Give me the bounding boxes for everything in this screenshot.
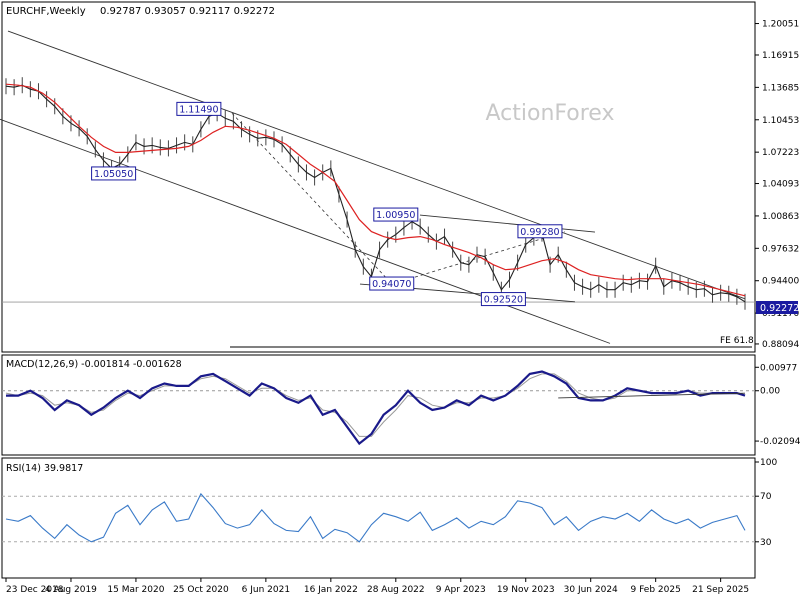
annotation-box	[369, 276, 415, 291]
x-tick-label: 9 Apr 2023	[436, 585, 486, 595]
annotation-box	[373, 207, 419, 222]
price-axis: 1.20051 1.16915 1.13685 1.10453 1.07223 1.040…	[2, 20, 799, 350]
series-lines	[5, 83, 746, 303]
macd-panel-frame	[1, 354, 756, 456]
x-tick-label: 25 Oct 2020	[173, 585, 229, 595]
annotation-box	[480, 292, 526, 307]
rsi-panel-frame	[1, 457, 756, 579]
rsi-tick-label: 30	[760, 538, 772, 548]
series-line-ma	[5, 83, 746, 297]
annotation-box	[91, 166, 137, 181]
x-tick-label: 23 Dec 2018	[6, 585, 64, 595]
x-tick-label: 4 Aug 2019	[45, 585, 97, 595]
annotation-label: 1.11490	[179, 104, 218, 115]
rsi-label: RSI(14) 39.9817	[6, 463, 83, 474]
price-tick-label: 0.88094	[762, 340, 799, 350]
last-price-label: 0.92272	[760, 303, 799, 314]
fe-label: FE 61.8	[720, 336, 754, 346]
trend-line	[7, 30, 746, 300]
price-tick-label: 1.07223	[762, 148, 799, 158]
rsi-lines	[5, 492, 746, 543]
macd-signal-line	[5, 373, 746, 437]
annotations: 1.11490 1.05050 1.00950 0.99280 0.94070 0.925…	[91, 101, 563, 307]
fib-line	[391, 231, 566, 285]
rsi-axis: 100 70 30	[2, 458, 777, 548]
macd-label: MACD(12,26,9) -0.001814 -0.001628	[6, 359, 182, 370]
price-tick-label: 0.94400	[762, 277, 799, 287]
price-tick-label: 1.00863	[762, 212, 799, 222]
trend-line	[419, 214, 596, 233]
price-tick-label: 0.91170	[762, 309, 799, 319]
macd-line	[6, 370, 746, 446]
macd-tick-label: 0.00977	[760, 363, 797, 373]
price-tick-label: 1.16915	[762, 51, 799, 61]
x-tick-label: 19 Nov 2023	[497, 585, 555, 595]
annotation-label: 1.05050	[94, 169, 133, 180]
x-tick-label: 6 Jun 2021	[242, 585, 290, 595]
macd-lines	[5, 370, 746, 446]
x-tick-label: 21 Sep 2025	[692, 585, 749, 595]
rsi-line	[5, 492, 746, 543]
x-tick-label: 9 Feb 2025	[631, 585, 681, 595]
price-tick-label: 1.10453	[762, 116, 799, 126]
x-tick-label: 16 Jan 2022	[304, 585, 358, 595]
price-tick-label: 0.97632	[762, 244, 799, 254]
price-tick-label: 1.13685	[762, 83, 799, 93]
annotation-box	[517, 224, 563, 239]
watermark: ActionForex	[486, 101, 615, 126]
annotation-label: 0.94070	[372, 279, 411, 290]
macd-axis: 0.00977 0.00 -0.020949	[2, 363, 800, 447]
annotation-label: 1.00950	[376, 210, 415, 221]
ohlc-label: 0.92787 0.93057 0.92117 0.92272	[100, 6, 275, 17]
annotation-label: 0.92520	[484, 295, 523, 306]
price-tick-label: 1.20051	[762, 20, 799, 30]
macd-tick-label: 0.00	[760, 387, 780, 397]
macd-tick-label: -0.020949	[760, 437, 800, 447]
last-price-box	[756, 301, 798, 314]
annotation-label: 0.99280	[520, 227, 559, 238]
price-tick-label: 1.04093	[762, 180, 799, 190]
x-tick-label: 15 Mar 2020	[107, 585, 164, 595]
macd-trend-line	[558, 392, 746, 399]
rsi-tick-label: 100	[760, 458, 777, 468]
fib-line	[231, 113, 393, 285]
symbol-label: EURCHF,Weekly	[6, 6, 86, 17]
price-panel-frame	[1, 1, 756, 353]
annotation-box	[176, 101, 222, 116]
x-tick-label: 28 Aug 2022	[367, 585, 425, 595]
x-tick-label: 30 Jun 2024	[564, 585, 618, 595]
rsi-tick-label: 70	[760, 492, 772, 502]
